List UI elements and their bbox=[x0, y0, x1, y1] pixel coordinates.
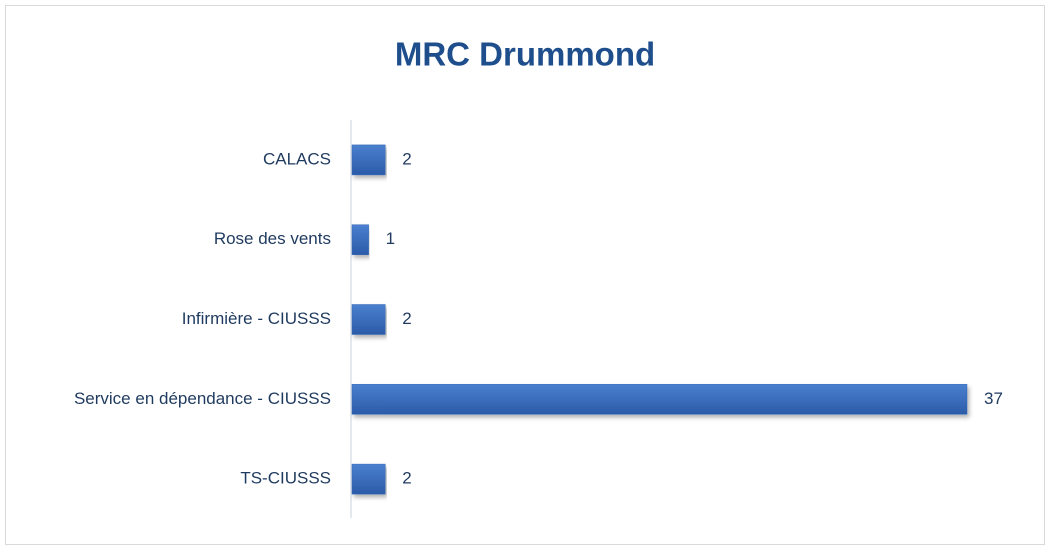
y-tick-label: Infirmière - CIUSSS bbox=[182, 309, 331, 328]
bar bbox=[351, 463, 386, 495]
y-tick-label: CALACS bbox=[263, 149, 331, 168]
data-label: 2 bbox=[402, 309, 411, 328]
chart-frame bbox=[5, 5, 1045, 545]
data-label: 1 bbox=[386, 229, 395, 248]
y-tick-label: Service en dépendance - CIUSSS bbox=[74, 389, 331, 408]
y-tick-label: Rose des vents bbox=[214, 229, 331, 248]
chart-title: MRC Drummond bbox=[395, 36, 655, 73]
bar bbox=[351, 224, 369, 255]
bar bbox=[351, 384, 968, 415]
bar bbox=[351, 144, 386, 176]
data-label: 37 bbox=[984, 389, 1003, 408]
data-label: 2 bbox=[402, 149, 411, 168]
data-label: 2 bbox=[402, 469, 411, 488]
y-tick-label: TS-CIUSSS bbox=[240, 469, 331, 488]
bar bbox=[351, 304, 386, 335]
